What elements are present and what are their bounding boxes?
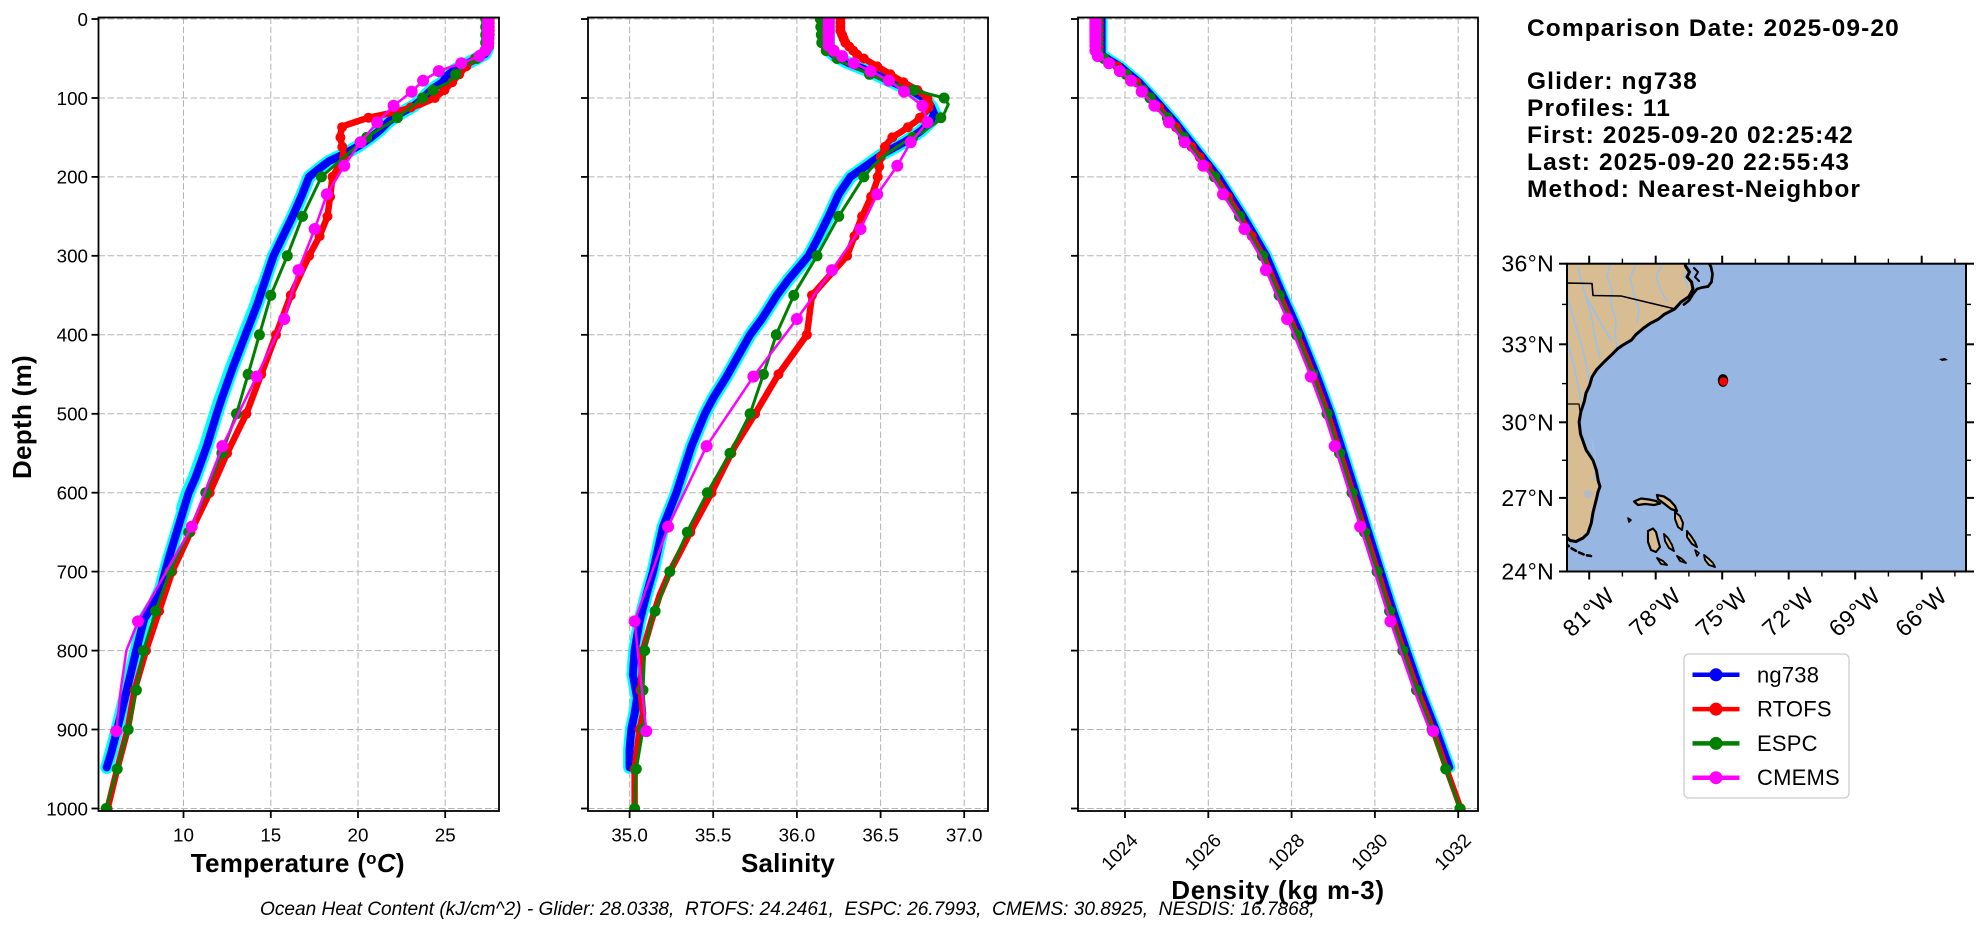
svg-text:15: 15 (260, 825, 281, 846)
svg-text:Profiles: 11: Profiles: 11 (1527, 95, 1671, 122)
svg-text:25: 25 (435, 825, 456, 846)
svg-text:ng738: ng738 (1757, 662, 1819, 687)
svg-text:24°N: 24°N (1501, 559, 1554, 585)
svg-text:1000: 1000 (46, 798, 88, 819)
svg-text:Method: Nearest-Neighbor: Method: Nearest-Neighbor (1527, 176, 1861, 203)
svg-text:Ocean Heat Content (kJ/cm^2) -: Ocean Heat Content (kJ/cm^2) - Glider: 2… (260, 899, 1315, 920)
svg-text:27°N: 27°N (1501, 485, 1554, 511)
svg-text:Last: 2025-09-20 22:55:43: Last: 2025-09-20 22:55:43 (1527, 149, 1850, 176)
svg-text:ESPC: ESPC (1757, 731, 1818, 756)
svg-text:10: 10 (173, 825, 194, 846)
svg-text:Density (kg m-3): Density (kg m-3) (1171, 875, 1384, 905)
svg-text:Comparison Date: 2025-09-20: Comparison Date: 2025-09-20 (1527, 15, 1900, 42)
svg-text:37.0: 37.0 (946, 825, 983, 846)
svg-text:First: 2025-09-20 02:25:42: First: 2025-09-20 02:25:42 (1527, 122, 1854, 149)
svg-text:100: 100 (57, 88, 88, 109)
svg-text:400: 400 (57, 325, 88, 346)
svg-text:Glider: ng738: Glider: ng738 (1527, 68, 1698, 95)
svg-text:500: 500 (57, 404, 88, 425)
svg-text:900: 900 (57, 719, 88, 740)
svg-text:0: 0 (78, 9, 88, 30)
svg-text:Depth (m): Depth (m) (7, 355, 37, 479)
svg-text:RTOFS: RTOFS (1757, 697, 1832, 722)
svg-text:33°N: 33°N (1501, 331, 1554, 357)
svg-text:36°N: 36°N (1501, 251, 1554, 277)
svg-text:35.0: 35.0 (611, 825, 648, 846)
svg-text:700: 700 (57, 561, 88, 582)
svg-text:200: 200 (57, 167, 88, 188)
svg-text:300: 300 (57, 246, 88, 267)
svg-text:CMEMS: CMEMS (1757, 765, 1840, 790)
svg-text:36.0: 36.0 (779, 825, 816, 846)
svg-text:36.5: 36.5 (862, 825, 899, 846)
svg-text:20: 20 (348, 825, 369, 846)
svg-text:800: 800 (57, 640, 88, 661)
svg-text:600: 600 (57, 483, 88, 504)
svg-text:30°N: 30°N (1501, 409, 1554, 435)
svg-text:35.5: 35.5 (695, 825, 732, 846)
svg-text:Salinity: Salinity (741, 848, 835, 878)
